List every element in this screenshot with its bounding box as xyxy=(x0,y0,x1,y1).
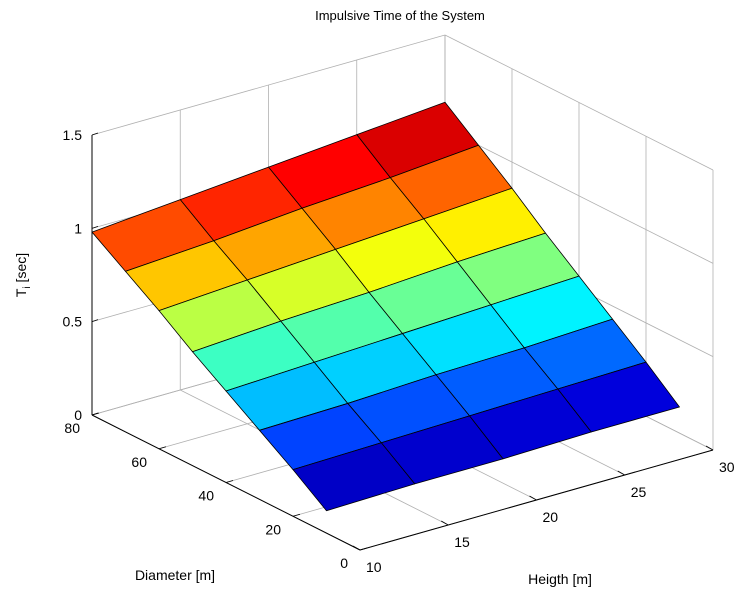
tick-mark xyxy=(352,545,361,551)
z-label-base: T xyxy=(13,288,29,297)
z-tick-label: 1.5 xyxy=(63,127,83,143)
x-tick-label: 25 xyxy=(631,484,647,500)
z-tick-label: 0.5 xyxy=(63,314,83,330)
x-tick-label: 10 xyxy=(366,559,382,575)
tick-mark xyxy=(91,412,100,416)
x-tick-label: 30 xyxy=(719,459,735,475)
tick-mark xyxy=(705,445,714,451)
x-tick-label: 20 xyxy=(543,509,559,525)
tick-mark xyxy=(359,547,368,551)
z-label-rest: [sec] xyxy=(13,253,29,286)
z-axis-label: Ti [sec] xyxy=(13,253,33,297)
y-tick-label: 40 xyxy=(198,488,214,504)
tick-mark xyxy=(617,470,625,476)
tick-mark xyxy=(441,520,449,526)
x-axis-label: Heigth [m] xyxy=(528,571,592,587)
surface-patch xyxy=(292,442,416,512)
tick-mark xyxy=(529,495,537,501)
tick-mark xyxy=(91,225,99,229)
tick-mark xyxy=(292,513,301,517)
grid-line xyxy=(91,34,446,136)
y-tick-label: 60 xyxy=(131,454,147,470)
z-tick-label: 1 xyxy=(74,220,82,236)
grid-line xyxy=(444,34,714,171)
chart-title: Impulsive Time of the System xyxy=(315,8,485,23)
y-tick-label: 20 xyxy=(265,521,281,537)
y-tick-label: 0 xyxy=(340,555,348,571)
y-axis-label: Diameter [m] xyxy=(135,567,215,583)
tick-mark xyxy=(91,132,99,136)
tick-mark xyxy=(91,319,99,323)
grid-line xyxy=(444,127,714,264)
tick-mark xyxy=(158,446,167,450)
y-tick-label: 80 xyxy=(64,420,80,436)
tick-mark xyxy=(225,480,234,483)
z-tick-label: 0 xyxy=(74,407,82,423)
x-tick-label: 15 xyxy=(454,534,470,550)
z-label-sub: i xyxy=(22,286,33,288)
